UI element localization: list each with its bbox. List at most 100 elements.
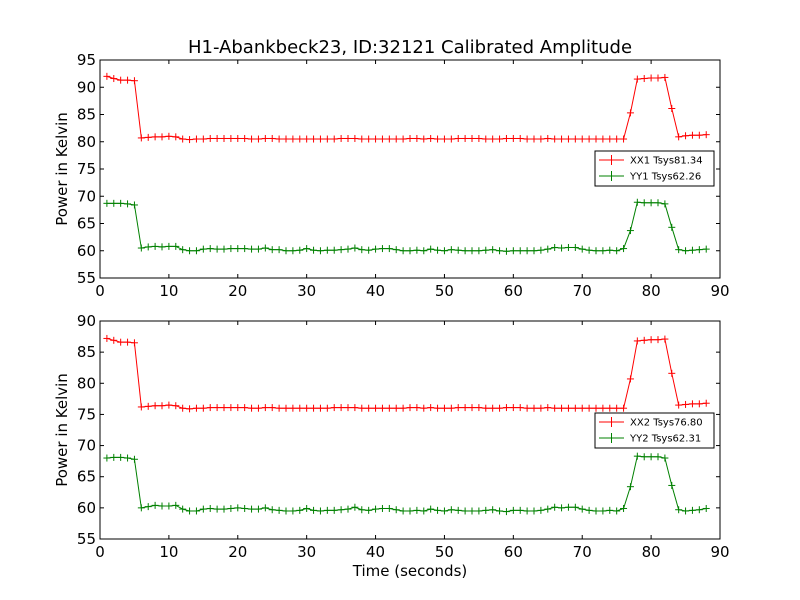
data-point [496, 404, 504, 412]
data-point [654, 453, 662, 461]
data-point [213, 245, 221, 253]
y-tick-label: 90 [77, 78, 96, 96]
data-point [234, 134, 242, 142]
data-point [475, 507, 483, 515]
data-point [316, 135, 324, 143]
data-point [633, 75, 641, 83]
data-point [103, 454, 111, 462]
data-point [675, 133, 683, 141]
data-point [351, 134, 359, 142]
data-point [461, 247, 469, 255]
data-point [268, 134, 276, 142]
data-point [647, 74, 655, 82]
x-tick-label: 80 [642, 282, 661, 300]
data-point [385, 404, 393, 412]
y-tick-label: 80 [77, 374, 96, 392]
data-point [365, 135, 373, 143]
data-point [172, 242, 180, 250]
data-point [668, 481, 676, 489]
data-point [585, 404, 593, 412]
x-tick-label: 50 [435, 543, 454, 561]
data-point [234, 504, 242, 512]
x-tick-label: 50 [435, 282, 454, 300]
data-point [137, 403, 145, 411]
data-point [254, 135, 262, 143]
data-point [620, 245, 628, 253]
data-point [378, 135, 386, 143]
data-point [385, 245, 393, 253]
data-point [620, 404, 628, 412]
data-point [206, 245, 214, 253]
data-point [323, 404, 331, 412]
data-point [640, 453, 648, 461]
data-point [124, 200, 132, 208]
y-tick-label: 60 [77, 499, 96, 517]
data-point [296, 135, 304, 143]
data-point [310, 135, 318, 143]
data-point [620, 504, 628, 512]
data-point [571, 503, 579, 511]
data-point [523, 507, 531, 515]
data-point [496, 247, 504, 255]
top-panel: H1-Abankbeck23, ID:32121 Calibrated Ampl… [53, 37, 730, 300]
data-point [392, 506, 400, 514]
data-point [261, 134, 269, 142]
data-point [330, 135, 338, 143]
data-point [124, 454, 132, 462]
y-tick-label: 85 [77, 343, 96, 361]
data-point [406, 404, 414, 412]
data-point [282, 247, 290, 255]
data-point [323, 246, 331, 254]
data-point [165, 132, 173, 140]
legend-label-xx1: XX1 Tsys81.34 [630, 156, 703, 167]
data-point [275, 506, 283, 514]
data-point [365, 404, 373, 412]
data-point [110, 336, 118, 344]
data-point [289, 507, 297, 515]
data-point [303, 404, 311, 412]
data-point [530, 247, 538, 255]
data-point [165, 242, 173, 250]
data-point [633, 198, 641, 206]
data-point [695, 400, 703, 408]
data-point [220, 505, 228, 513]
data-point [413, 404, 421, 412]
data-point [227, 134, 235, 142]
data-point [248, 505, 256, 513]
data-point [344, 245, 352, 253]
data-point [427, 505, 435, 513]
data-point [392, 404, 400, 412]
data-point [385, 135, 393, 143]
data-point [289, 404, 297, 412]
data-point [151, 501, 159, 509]
data-point [578, 404, 586, 412]
data-point [144, 503, 152, 511]
data-point [544, 404, 552, 412]
data-point [165, 502, 173, 510]
data-point [682, 507, 690, 515]
data-point [192, 404, 200, 412]
data-point [688, 400, 696, 408]
data-point [661, 200, 669, 208]
data-point [461, 134, 469, 142]
data-point [261, 504, 269, 512]
bottom-legend-box [594, 412, 715, 449]
data-point [502, 134, 510, 142]
bottom-plot-area [103, 334, 710, 516]
data-point [530, 507, 538, 515]
data-point [351, 503, 359, 511]
data-point [606, 506, 614, 514]
data-point [626, 227, 634, 235]
data-point [523, 404, 531, 412]
data-point [434, 506, 442, 514]
bottom-y-axis-label: Power in Kelvin [53, 373, 71, 487]
data-point [268, 246, 276, 254]
data-point [599, 404, 607, 412]
data-point [537, 135, 545, 143]
legend-entry-yy1: YY1 Tsys62.26 [599, 171, 701, 183]
data-point [585, 246, 593, 254]
data-point [275, 404, 283, 412]
data-point [571, 243, 579, 251]
data-point [110, 75, 118, 83]
data-point [702, 504, 710, 512]
